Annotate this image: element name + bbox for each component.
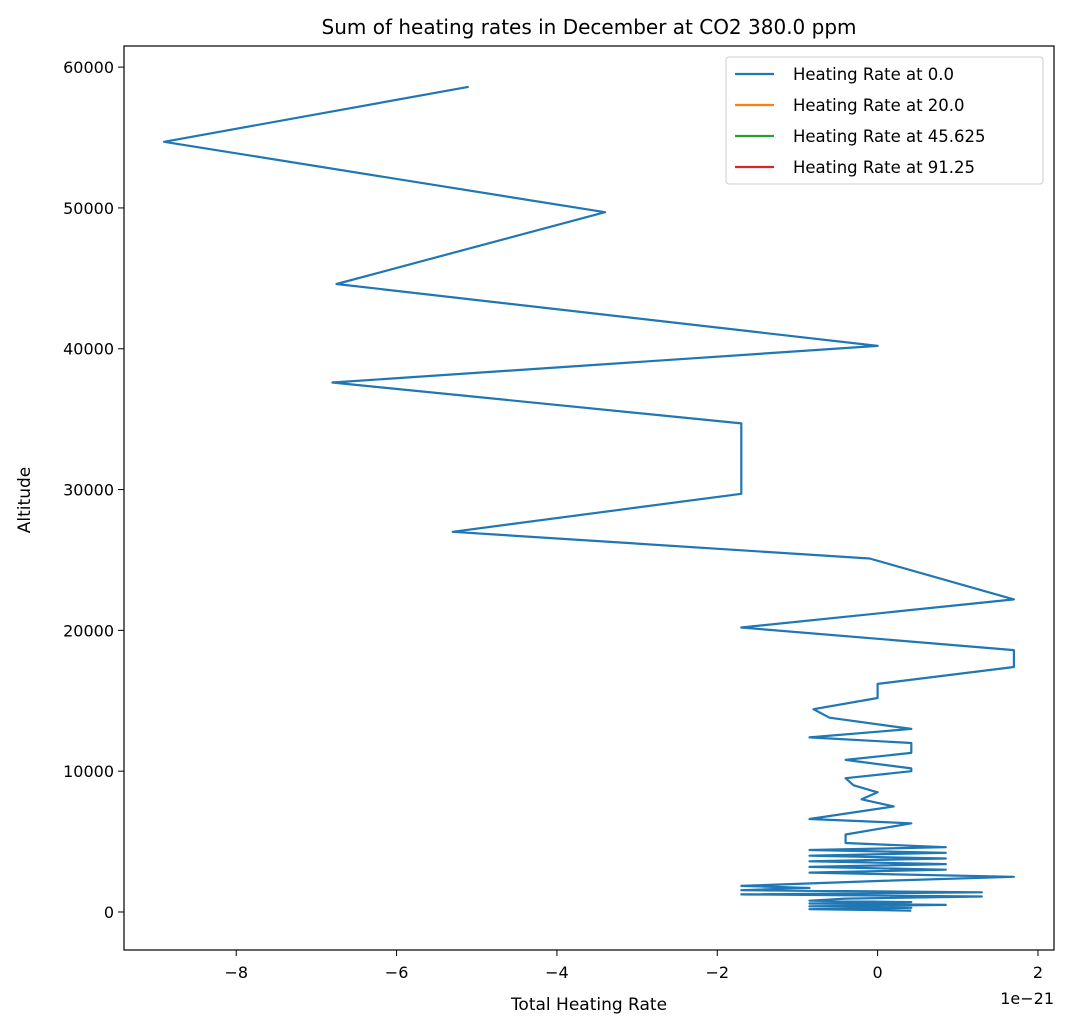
legend: Heating Rate at 0.0 Heating Rate at 20.0 H… (725, 56, 1044, 185)
x-tick-label: −8 (224, 963, 248, 982)
x-axis-offset-text: 1e−21 (1000, 989, 1054, 1008)
y-axis-label: Altitude (15, 467, 35, 533)
y-tick-label: 40000 (63, 340, 114, 359)
legend-label-0: Heating Rate at 0.0 (793, 65, 954, 84)
x-tick-label: 0 (873, 963, 883, 982)
y-tick-label: 30000 (63, 481, 114, 500)
y-tick-label: 50000 (63, 199, 114, 218)
chart-title: Sum of heating rates in December at CO2 … (322, 15, 857, 39)
y-axis: 0 10000 20000 30000 40000 50000 60000 (63, 58, 124, 922)
series-line-0 (163, 85, 1015, 912)
x-tick-label: 2 (1033, 963, 1043, 982)
axes-frame (123, 45, 1055, 951)
y-tick-label: 60000 (63, 58, 114, 77)
y-tick-label: 0 (104, 903, 114, 922)
legend-box (725, 56, 1044, 185)
legend-label-1: Heating Rate at 20.0 (793, 96, 965, 115)
legend-label-2: Heating Rate at 45.625 (793, 127, 986, 146)
x-axis: −8 −6 −4 −2 0 2 (224, 950, 1043, 982)
y-tick-label: 10000 (63, 762, 114, 781)
legend-label-3: Heating Rate at 91.25 (793, 158, 975, 177)
x-tick-label: −4 (545, 963, 569, 982)
series-layer (163, 85, 1015, 912)
x-axis-label: Total Heating Rate (510, 995, 667, 1015)
y-tick-label: 20000 (63, 621, 114, 640)
x-tick-label: −6 (385, 963, 409, 982)
x-tick-label: −2 (705, 963, 729, 982)
